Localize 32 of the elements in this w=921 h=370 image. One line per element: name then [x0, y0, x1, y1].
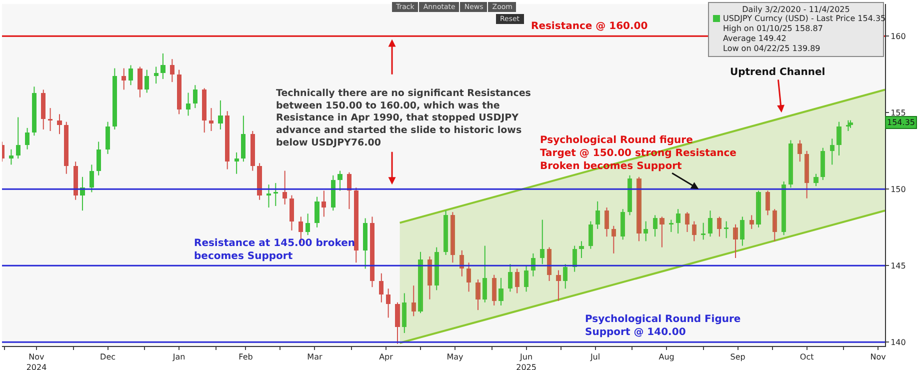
- annotation: Average 149.42: [722, 34, 788, 44]
- annotation: Low on 04/22/25 139.89: [722, 44, 822, 54]
- x-tick-label: Apr: [379, 352, 394, 362]
- x-tick-label: Jan: [172, 352, 186, 362]
- x-tick-label: Oct: [800, 352, 814, 362]
- y-tick-label: 155: [890, 108, 906, 118]
- y-tick-label: 160: [890, 32, 906, 41]
- x-tick-label: Nov: [870, 352, 886, 362]
- ref-line-label: Psychological Round Figure Support @ 140.00: [585, 314, 741, 338]
- ref-line-label: Resistance @ 160.00: [531, 21, 648, 32]
- x-tick-label: Nov 2024: [26, 352, 47, 370]
- annotation: Technically there are no significant Resistances between 150.00 to 160.00, which was the Resistance in Apr 1990, that stopped USDJPY advance and started the slide to historic lows below USDJPY76.00: [276, 88, 532, 148]
- x-tick-label: Sep: [730, 352, 746, 362]
- y-tick-label: 140: [890, 338, 906, 347]
- candlestick: [660, 216, 664, 248]
- x-tick-label: Aug: [658, 352, 674, 362]
- legend-label: USDJPY Curncy (USD) - Last Price 154.35: [722, 14, 886, 24]
- annotation: Uptrend Channel: [730, 67, 826, 78]
- candlestick: [218, 100, 223, 130]
- x-tick-label: Jun 2025: [516, 352, 536, 370]
- y-tick-label: 150: [890, 184, 906, 194]
- legend-title: Daily 3/2/2020 - 11/4/2025: [741, 5, 851, 14]
- x-tick-label: Feb: [238, 352, 253, 362]
- annotation: High on 01/10/25 158.87: [722, 24, 824, 34]
- annotation: 154.35: [887, 118, 915, 127]
- y-tick-label: 145: [890, 261, 906, 270]
- x-tick-label: Jul: [589, 352, 600, 362]
- x-tick-label: May: [446, 352, 464, 362]
- candlestick: [266, 184, 272, 208]
- candlestick: [160, 52, 166, 80]
- x-tick-label: Mar: [307, 352, 323, 362]
- x-tick-label: Dec: [100, 352, 116, 362]
